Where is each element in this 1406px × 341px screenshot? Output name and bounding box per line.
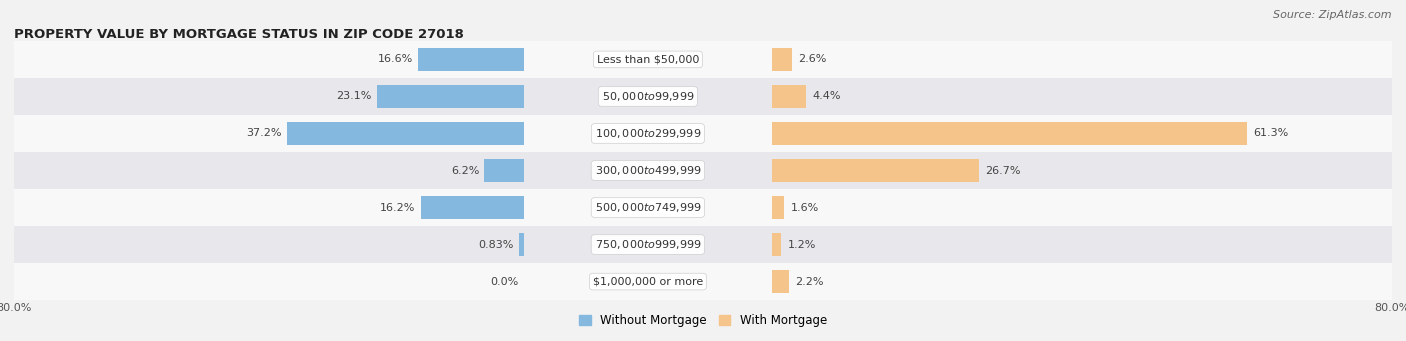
Bar xyxy=(14,226,524,263)
Bar xyxy=(772,233,782,256)
Text: 61.3%: 61.3% xyxy=(1253,129,1288,138)
Text: 23.1%: 23.1% xyxy=(336,91,371,102)
Bar xyxy=(772,226,1392,263)
Text: $100,000 to $299,999: $100,000 to $299,999 xyxy=(595,127,702,140)
Bar xyxy=(772,189,1392,226)
Bar xyxy=(524,152,772,189)
Bar xyxy=(377,85,524,108)
Bar xyxy=(524,189,772,226)
Text: 16.2%: 16.2% xyxy=(380,203,416,212)
Bar xyxy=(420,196,524,219)
Text: 0.83%: 0.83% xyxy=(478,239,513,250)
Bar xyxy=(772,270,789,293)
Bar xyxy=(524,226,772,263)
Legend: Without Mortgage, With Mortgage: Without Mortgage, With Mortgage xyxy=(574,309,832,332)
Text: $750,000 to $999,999: $750,000 to $999,999 xyxy=(595,238,702,251)
Text: $500,000 to $749,999: $500,000 to $749,999 xyxy=(595,201,702,214)
Bar xyxy=(14,115,524,152)
Bar xyxy=(772,115,1392,152)
Bar xyxy=(287,122,524,145)
Text: 6.2%: 6.2% xyxy=(451,165,479,176)
Bar xyxy=(772,48,792,71)
Text: 37.2%: 37.2% xyxy=(246,129,281,138)
Text: 16.6%: 16.6% xyxy=(378,55,413,64)
Bar xyxy=(524,263,772,300)
Text: Source: ZipAtlas.com: Source: ZipAtlas.com xyxy=(1274,10,1392,20)
Bar xyxy=(772,122,1247,145)
Bar xyxy=(772,41,1392,78)
Text: Less than $50,000: Less than $50,000 xyxy=(596,55,699,64)
Bar xyxy=(14,152,524,189)
Bar xyxy=(14,78,524,115)
Bar xyxy=(772,263,1392,300)
Bar xyxy=(772,85,806,108)
Bar xyxy=(519,233,524,256)
Bar xyxy=(14,41,524,78)
Text: 1.2%: 1.2% xyxy=(787,239,815,250)
Text: $300,000 to $499,999: $300,000 to $499,999 xyxy=(595,164,702,177)
Bar xyxy=(772,152,1392,189)
Bar xyxy=(524,41,772,78)
Text: $1,000,000 or more: $1,000,000 or more xyxy=(593,277,703,286)
Text: 2.2%: 2.2% xyxy=(796,277,824,286)
Bar xyxy=(772,159,979,182)
Bar xyxy=(524,78,772,115)
Bar xyxy=(484,159,524,182)
Bar xyxy=(14,263,524,300)
Bar xyxy=(418,48,524,71)
Bar xyxy=(524,115,772,152)
Text: PROPERTY VALUE BY MORTGAGE STATUS IN ZIP CODE 27018: PROPERTY VALUE BY MORTGAGE STATUS IN ZIP… xyxy=(14,28,464,41)
Text: $50,000 to $99,999: $50,000 to $99,999 xyxy=(602,90,695,103)
Bar xyxy=(772,78,1392,115)
Text: 2.6%: 2.6% xyxy=(799,55,827,64)
Text: 1.6%: 1.6% xyxy=(790,203,818,212)
Text: 0.0%: 0.0% xyxy=(491,277,519,286)
Bar xyxy=(14,189,524,226)
Bar xyxy=(772,196,785,219)
Text: 4.4%: 4.4% xyxy=(813,91,841,102)
Text: 26.7%: 26.7% xyxy=(986,165,1021,176)
